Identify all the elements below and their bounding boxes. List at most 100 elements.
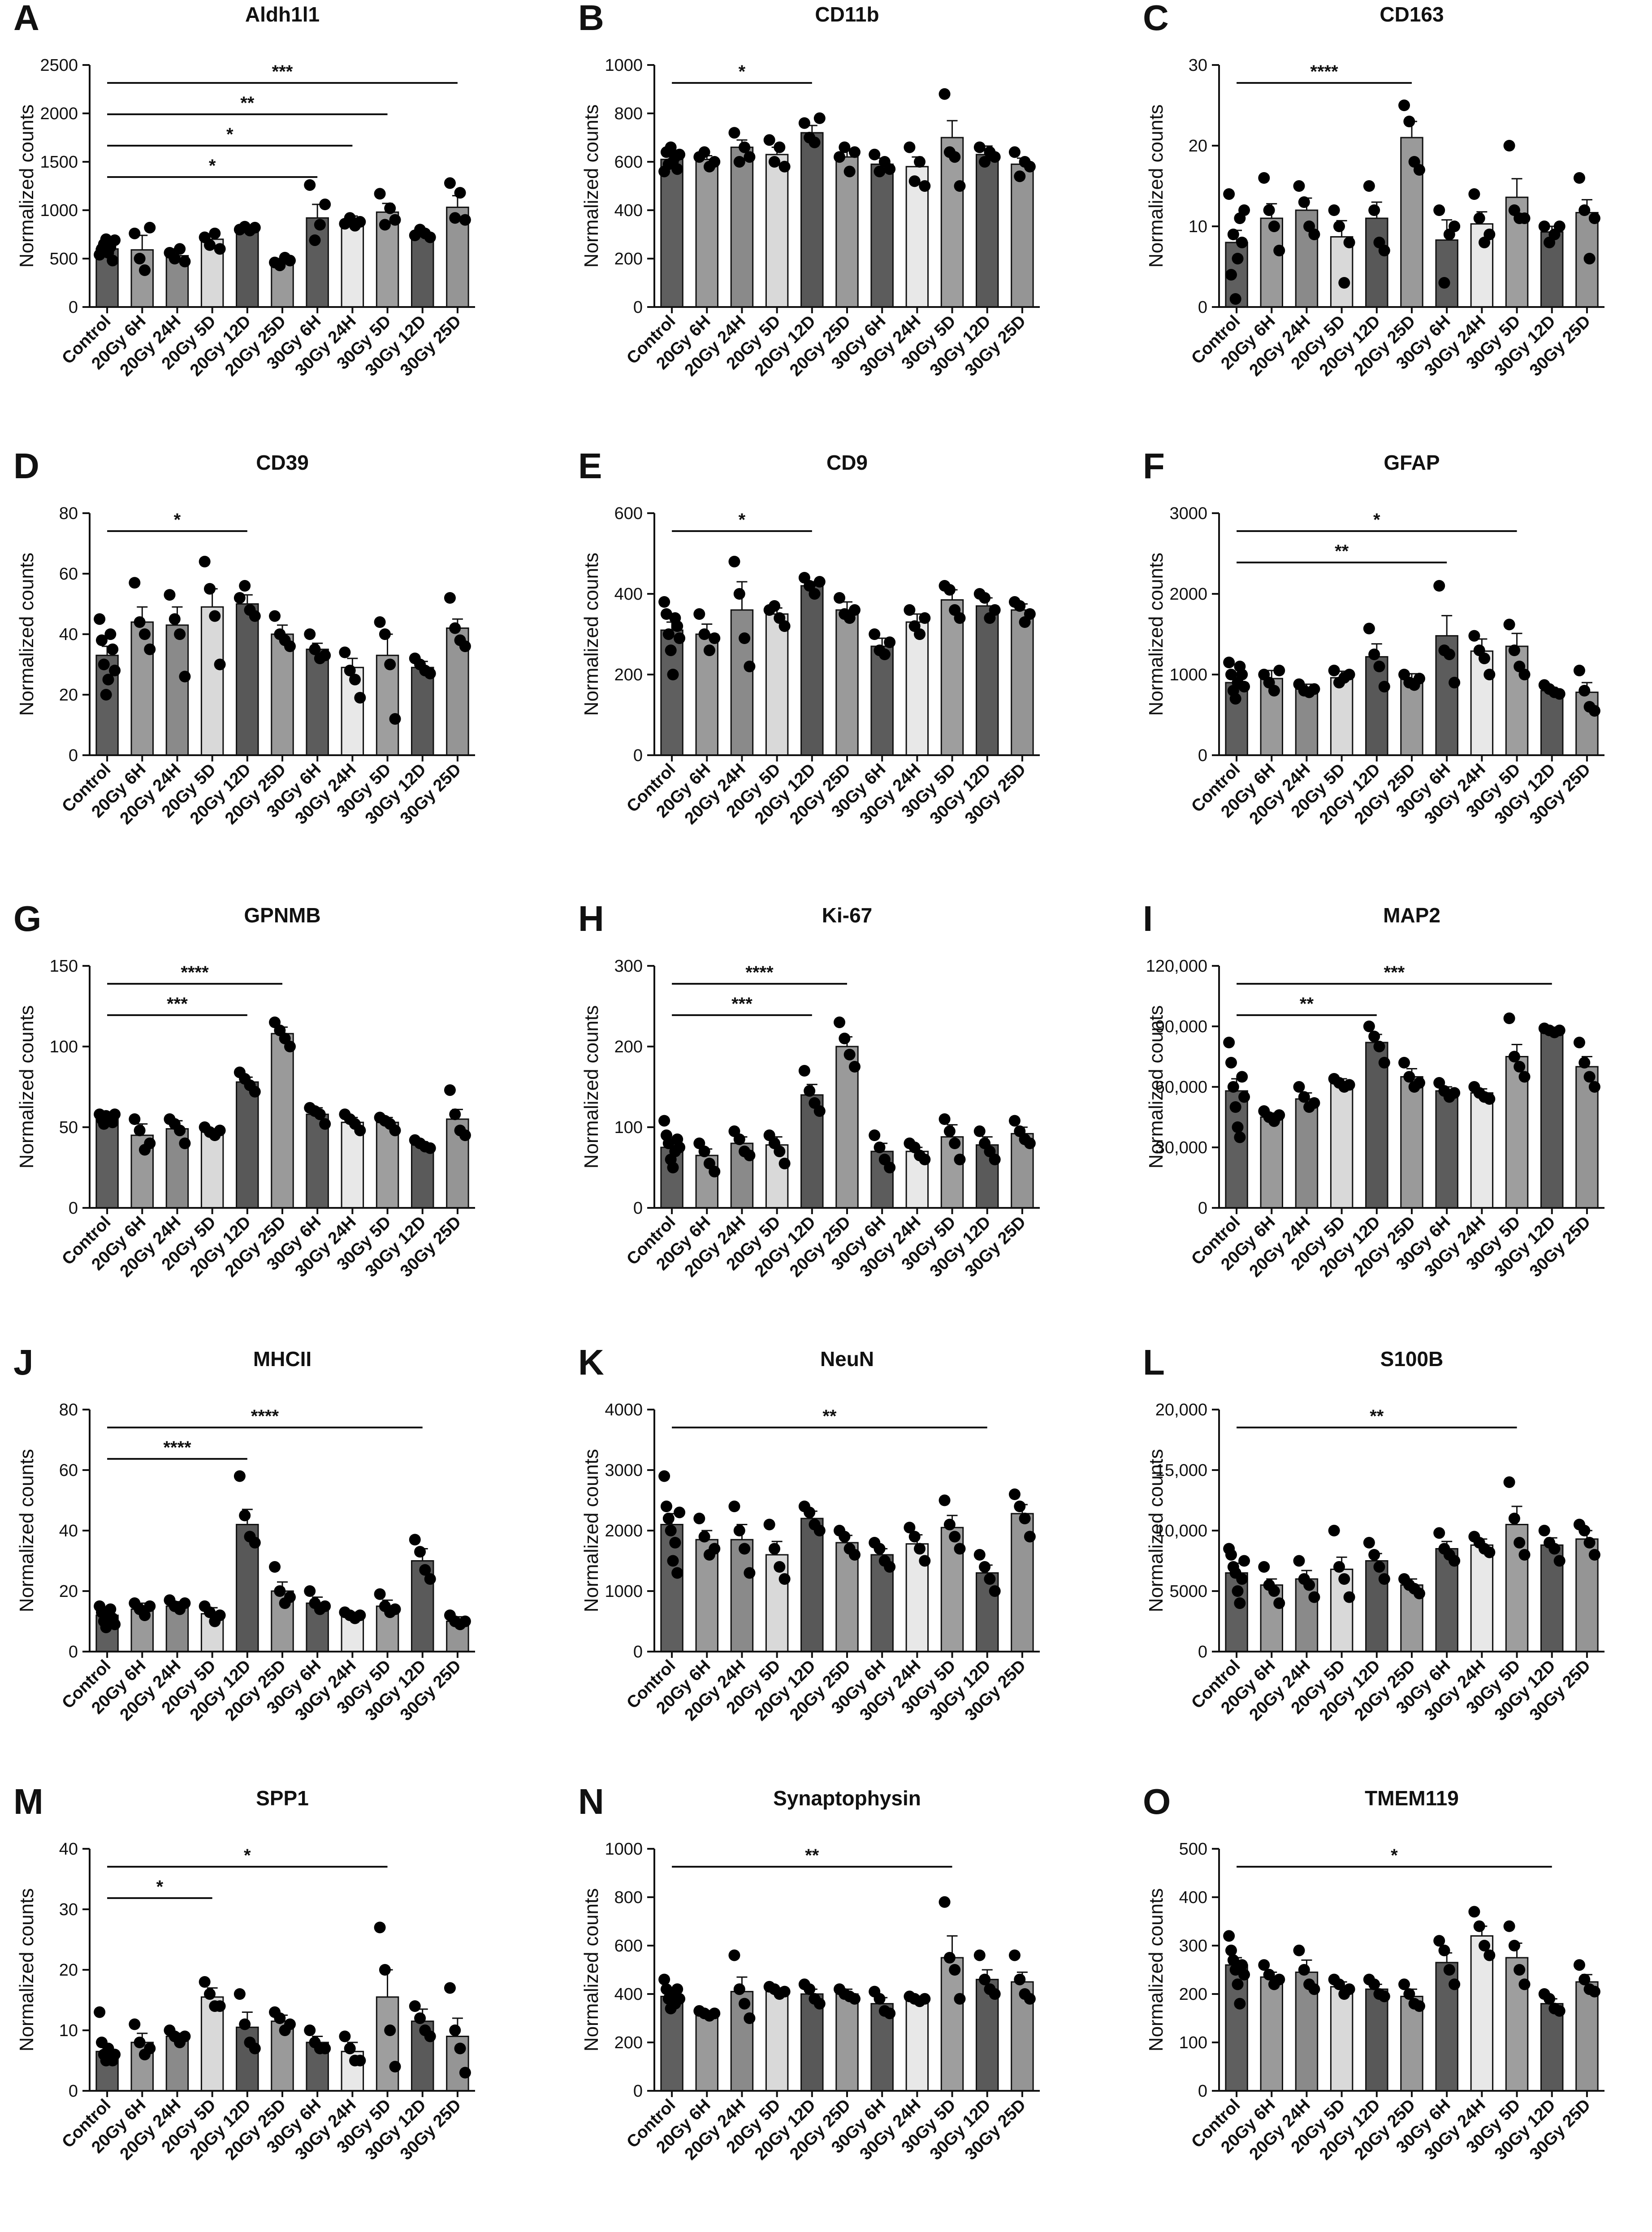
data-point-N-8-2 (949, 1964, 961, 1976)
data-point-I-5-0 (1398, 1057, 1410, 1068)
data-point-D-0-4 (102, 674, 114, 686)
data-point-A-10-2 (454, 187, 466, 199)
significance-label: * (244, 1846, 251, 1865)
data-point-D-8-1 (379, 628, 391, 640)
data-point-C-5-0 (1398, 99, 1410, 111)
data-point-L-6-0 (1433, 1527, 1445, 1539)
data-point-N-8-1 (943, 1952, 956, 1964)
significance-label: * (209, 156, 216, 176)
y-tick-label: 4000 (605, 1401, 643, 1419)
y-tick-label: 10,000 (1155, 1522, 1207, 1540)
data-point-N-2-2 (739, 1998, 751, 2010)
data-point-E-0-1 (660, 608, 672, 620)
chart-title: CD163 (1380, 3, 1444, 26)
chart-panel-C: C CD163 Normalized counts 0 10 20 30 Control 20G… (1129, 0, 1649, 448)
bar-G-9 (411, 1144, 434, 1209)
data-point-I-2-3 (1308, 1097, 1320, 1109)
data-point-I-0-2 (1227, 1081, 1239, 1093)
data-point-K-9-1 (979, 1561, 991, 1573)
data-point-D-0-0 (94, 613, 106, 625)
significance-bracket: * (672, 62, 812, 84)
data-point-O-7-1 (1473, 1920, 1485, 1932)
data-point-L-2-2 (1303, 1579, 1315, 1591)
data-point-O-4-3 (1378, 1990, 1390, 2003)
data-point-H-5-3 (848, 1061, 861, 1073)
data-point-C-4-1 (1368, 204, 1380, 216)
data-point-C-3-3 (1343, 237, 1355, 248)
data-point-J-0-7 (109, 1618, 121, 1631)
bar-G-5 (271, 1033, 294, 1209)
data-point-H-6-1 (874, 1142, 886, 1153)
data-point-L-0-7 (1238, 1555, 1250, 1567)
data-point-D-2-0 (164, 589, 176, 601)
data-point-C-7-1 (1473, 212, 1485, 224)
data-point-O-10-1 (1578, 1973, 1591, 1985)
significance-bracket: *** (672, 994, 812, 1016)
data-point-H-1-1 (698, 1146, 710, 1157)
significance-bracket: *** (107, 62, 458, 84)
y-tick-label: 0 (633, 1199, 643, 1218)
bar-B-10 (1011, 163, 1034, 308)
y-tick-label: 0 (633, 2082, 643, 2101)
data-point-A-2-3 (179, 255, 191, 268)
data-point-N-8-0 (938, 1896, 951, 1908)
data-point-D-1-1 (134, 616, 146, 628)
data-point-D-0-1 (95, 634, 108, 646)
data-point-M-8-3 (389, 2061, 401, 2072)
chart-panel-K: K NeuN Normalized counts 0 1000 2000 3000 4000 C… (565, 1345, 1085, 1793)
data-point-K-3-2 (774, 1561, 786, 1573)
data-point-N-1-3 (709, 2007, 721, 2020)
data-point-C-10-0 (1573, 172, 1585, 184)
data-point-F-0-1 (1225, 669, 1237, 680)
chart-panel-E: E CD9 Normalized counts 0 200 400 600 Control 20… (565, 448, 1085, 896)
data-point-G-3-3 (214, 1125, 226, 1137)
data-point-E-0-0 (658, 596, 670, 608)
data-point-J-8-3 (389, 1603, 401, 1615)
data-point-H-8-2 (949, 1138, 961, 1149)
data-point-H-4-3 (813, 1105, 826, 1117)
y-tick-label: 60 (59, 1461, 78, 1480)
y-tick-label: 10 (1189, 217, 1207, 236)
data-point-A-10-1 (449, 212, 461, 224)
data-point-O-3-3 (1343, 1983, 1355, 1995)
y-tick-label: 20 (59, 686, 78, 705)
data-point-K-7-2 (914, 1543, 926, 1555)
data-point-M-1-1 (134, 2037, 146, 2048)
data-point-F-2-3 (1308, 683, 1320, 695)
y-tick-label: 150 (50, 957, 78, 976)
data-point-H-0-2 (662, 1138, 675, 1149)
chart-panel-A: A Aldh1l1 Normalized counts 0 500 1000 1500 200… (0, 0, 520, 448)
data-point-C-1-2 (1268, 221, 1280, 232)
data-point-G-10-1 (449, 1108, 461, 1120)
data-point-B-7-0 (904, 141, 916, 153)
data-point-I-0-5 (1234, 1131, 1246, 1143)
data-point-L-8-1 (1508, 1513, 1520, 1524)
data-point-J-9-0 (409, 1534, 421, 1546)
data-point-O-6-0 (1433, 1935, 1445, 1947)
data-point-K-1-1 (698, 1531, 710, 1543)
data-point-O-8-2 (1514, 1964, 1526, 1976)
significance-bracket: ** (1237, 994, 1377, 1016)
data-point-C-5-3 (1413, 164, 1425, 176)
y-tick-label: 30 (59, 1900, 78, 1919)
bar-E-6 (870, 645, 894, 756)
y-tick-label: 60,000 (1155, 1078, 1207, 1097)
data-point-F-7-3 (1483, 669, 1496, 680)
data-point-D-4-0 (234, 592, 246, 604)
data-point-G-0-7 (109, 1108, 121, 1120)
error-bar-C-8 (1511, 178, 1522, 198)
data-point-F-10-3 (1588, 705, 1600, 717)
bar-E-3 (765, 613, 789, 756)
data-point-O-8-1 (1508, 1940, 1520, 1951)
data-point-F-0-0 (1223, 657, 1235, 668)
data-point-F-8-3 (1518, 669, 1531, 680)
data-point-O-6-1 (1438, 1944, 1450, 1956)
data-point-D-8-2 (384, 658, 396, 670)
chart-title: GPNMB (244, 904, 321, 927)
significance-label: ** (240, 93, 255, 113)
data-point-C-7-3 (1483, 229, 1496, 240)
data-point-D-0-5 (104, 628, 117, 640)
y-tick-label: 20,000 (1155, 1401, 1207, 1419)
